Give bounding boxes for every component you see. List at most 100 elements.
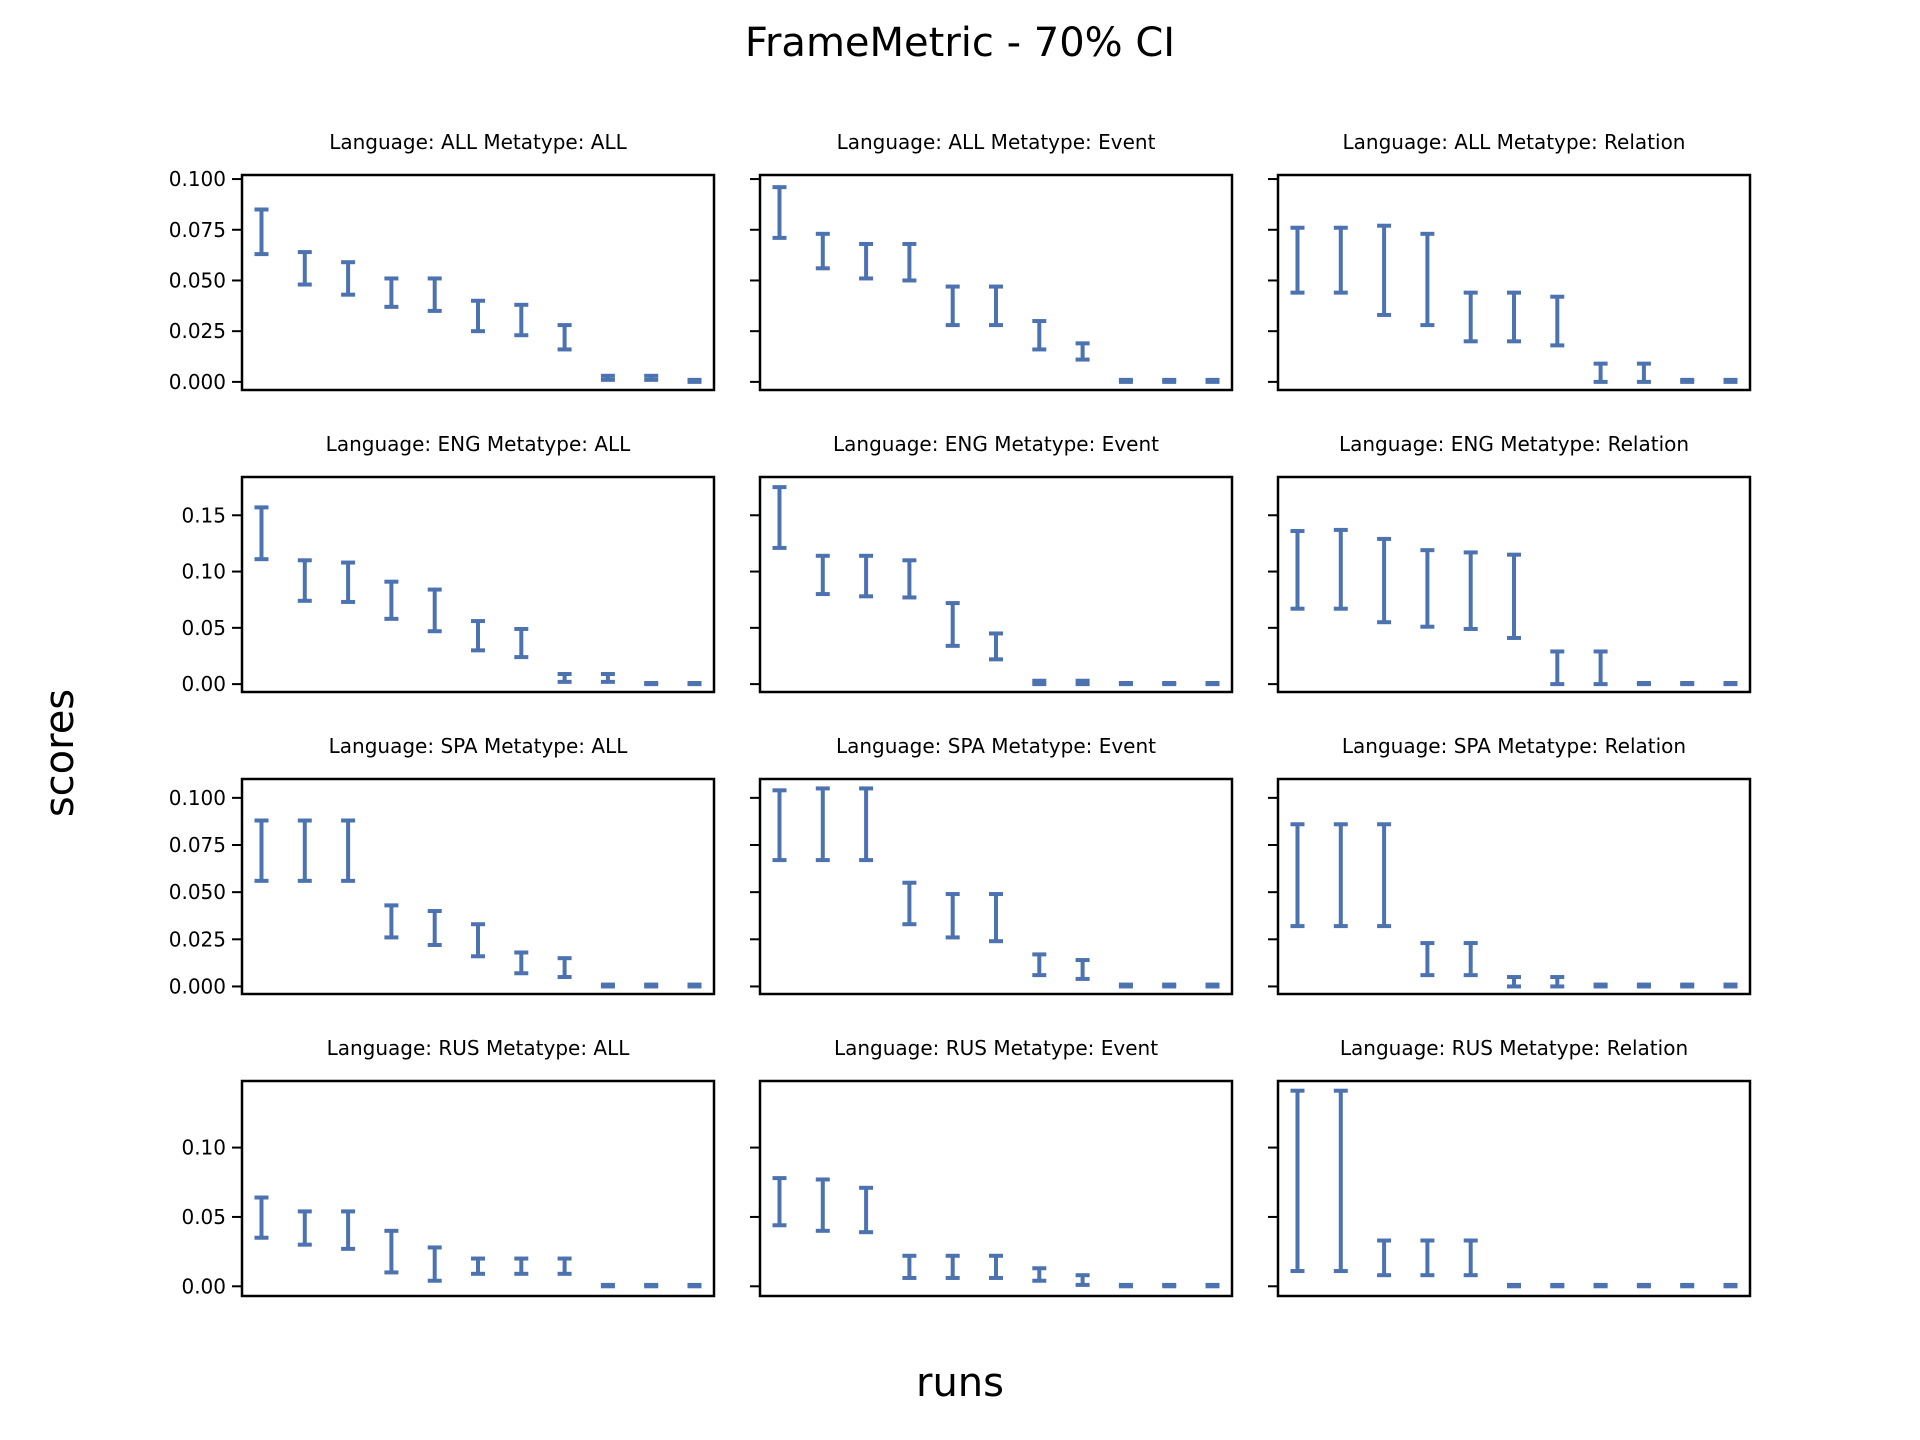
error-bar [945,601,960,648]
subplot: Language: ALL Metatype: Relation [1268,130,1752,392]
error-bar [687,377,702,384]
error-bar [514,302,529,338]
error-bar [600,671,615,684]
subplot-frame [1276,777,1752,996]
error-bar [1075,1273,1090,1287]
error-bar [1205,680,1220,687]
y-tick-label: 0.000 [169,974,226,998]
error-bar [1205,982,1220,989]
error-bar [557,323,572,352]
error-bar [1377,223,1392,317]
error-bar [1420,1238,1435,1278]
error-bar [1636,982,1651,989]
y-tick-label: 0.00 [181,672,226,696]
error-bar [859,241,874,281]
error-bar [902,880,917,927]
subplot: Language: RUS Metatype: Relation [1268,1036,1752,1298]
error-bar [514,950,529,976]
error-bar [297,1209,312,1247]
error-bar [1723,982,1738,989]
error-bar [297,818,312,883]
error-bar [1463,550,1478,631]
y-tick-label: 0.050 [169,268,226,292]
error-bar [1162,1282,1177,1289]
error-bar [1377,822,1392,929]
error-bar [1420,941,1435,978]
error-bar [815,231,830,271]
error-bar [427,909,442,947]
subplot-title: Language: RUS Metatype: Event [834,1036,1158,1060]
error-bar [1420,231,1435,328]
error-bar [557,1256,572,1276]
error-bar [254,818,269,883]
error-bar [1550,649,1565,687]
y-tick-label: 0.05 [181,1205,226,1229]
error-bar [1636,680,1651,687]
error-bar [1162,377,1177,384]
subplot-frame [758,475,1234,694]
subplot: Language: ALL Metatype: ALL 0.000 0.025 0.0… [169,130,716,394]
error-bar [644,1282,659,1289]
error-bar [859,786,874,863]
error-bar [1032,319,1047,352]
subplot-title: Language: ENG Metatype: Event [833,432,1159,456]
error-bar [902,241,917,283]
error-bar [1032,1266,1047,1283]
subplot-frame [758,777,1234,996]
y-tick-label: 0.075 [169,218,226,242]
error-bar [989,892,1003,944]
error-bar [341,560,356,604]
error-bar [945,892,960,940]
error-bar [471,619,485,653]
error-bar [945,1253,960,1280]
error-bar [1162,680,1177,687]
figure-y-axis-label: scores [37,688,83,818]
error-bar [989,284,1003,328]
error-bar [1636,1282,1651,1289]
y-tick-label: 0.025 [169,319,226,343]
subplot-frame [240,777,716,996]
error-bar [772,185,787,240]
error-bar [644,680,659,687]
error-bar [1723,1282,1738,1289]
error-bar [1507,1282,1521,1289]
y-tick-label: 0.10 [181,560,226,584]
error-bar [1680,1282,1695,1289]
error-bar [1075,341,1090,362]
subplot-frame [1276,475,1752,694]
error-bar [1550,1282,1565,1289]
y-tick-label: 0.000 [169,370,226,394]
error-bar [1463,941,1478,978]
error-bar [600,373,615,382]
error-bar [254,1195,269,1240]
subplot-title: Language: SPA Metatype: Relation [1342,734,1686,758]
error-bar [815,786,830,863]
error-bar [1593,982,1608,989]
error-bar [1075,958,1090,981]
y-tick-label: 0.100 [169,167,226,191]
error-bar [384,276,399,309]
figure-title: FrameMetric - 70% CI [744,20,1176,66]
subplot-frame [1276,1079,1752,1298]
y-tick-label: 0.05 [181,616,226,640]
y-tick-label: 0.00 [181,1274,226,1298]
error-bar [1680,982,1695,989]
y-tick-label: 0.025 [169,927,226,951]
subplot-title: Language: RUS Metatype: Relation [1340,1036,1688,1060]
error-bar [687,982,702,989]
error-bar [471,1256,485,1276]
error-bar [297,558,312,603]
subplot-frame [758,1079,1234,1298]
error-bar [600,1282,615,1289]
error-bar [1507,975,1521,989]
error-bar [1205,1282,1220,1289]
error-bar [1723,377,1738,384]
subplot-frame [1276,173,1752,392]
subplot: Language: SPA Metatype: Event [750,734,1234,996]
subplot-title: Language: ALL Metatype: Relation [1343,130,1686,154]
error-bar [1290,225,1305,295]
error-bar [1118,982,1133,989]
subplot: Language: SPA Metatype: Relation [1268,734,1752,996]
error-bar [341,260,356,297]
